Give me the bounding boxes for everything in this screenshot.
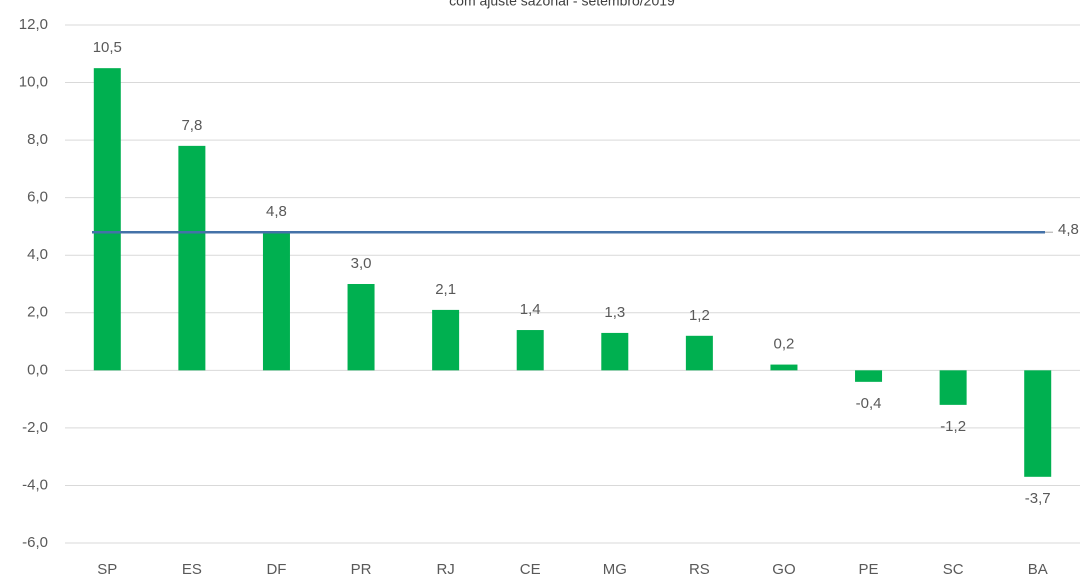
x-tick-label: DF [266, 561, 286, 578]
y-tick-label: 12,0 [19, 16, 48, 33]
x-tick-label: BA [1028, 561, 1048, 578]
value-label: 10,5 [93, 39, 122, 56]
y-tick-label: -6,0 [22, 534, 48, 551]
value-label: 1,4 [520, 301, 541, 318]
bar [347, 284, 375, 371]
value-label: 3,0 [351, 255, 372, 272]
y-tick-label: 4,0 [27, 246, 48, 263]
bar [770, 364, 798, 371]
y-tick-label: 6,0 [27, 189, 48, 206]
chart-subtitle: com ajuste sazonal - setembro/2019 [449, 0, 675, 9]
bar [939, 370, 967, 405]
bar [178, 145, 206, 371]
y-tick-label: -4,0 [22, 476, 48, 493]
x-tick-label: PR [351, 561, 372, 578]
bar [93, 68, 121, 371]
bar [601, 332, 629, 371]
value-label: 1,2 [689, 307, 710, 324]
x-tick-label: RS [689, 561, 710, 578]
value-label: 1,3 [604, 304, 625, 321]
y-tick-label: 10,0 [19, 74, 48, 91]
y-tick-label: 0,0 [27, 361, 48, 378]
y-tick-label: 8,0 [27, 131, 48, 148]
bar [516, 330, 544, 371]
reference-label: 4,8 [1058, 221, 1079, 238]
x-tick-label: GO [772, 561, 795, 578]
value-label: 2,1 [435, 281, 456, 298]
bar [855, 370, 883, 382]
bar [685, 335, 713, 371]
value-label: 7,8 [181, 117, 202, 134]
value-label: 4,8 [266, 203, 287, 220]
x-tick-label: SP [97, 561, 117, 578]
y-tick-label: 2,0 [27, 304, 48, 321]
bar [432, 309, 460, 371]
bar [1024, 370, 1052, 477]
x-tick-label: MG [603, 561, 627, 578]
x-tick-label: SC [943, 561, 964, 578]
x-tick-label: CE [520, 561, 541, 578]
bar [262, 232, 290, 371]
value-label: -3,7 [1025, 490, 1051, 507]
x-tick-label: PE [859, 561, 879, 578]
value-label: -0,4 [856, 395, 882, 412]
value-label: 0,2 [774, 336, 795, 353]
x-tick-label: RJ [436, 561, 454, 578]
y-tick-label: -2,0 [22, 419, 48, 436]
x-tick-label: ES [182, 561, 202, 578]
value-label: -1,2 [940, 418, 966, 435]
